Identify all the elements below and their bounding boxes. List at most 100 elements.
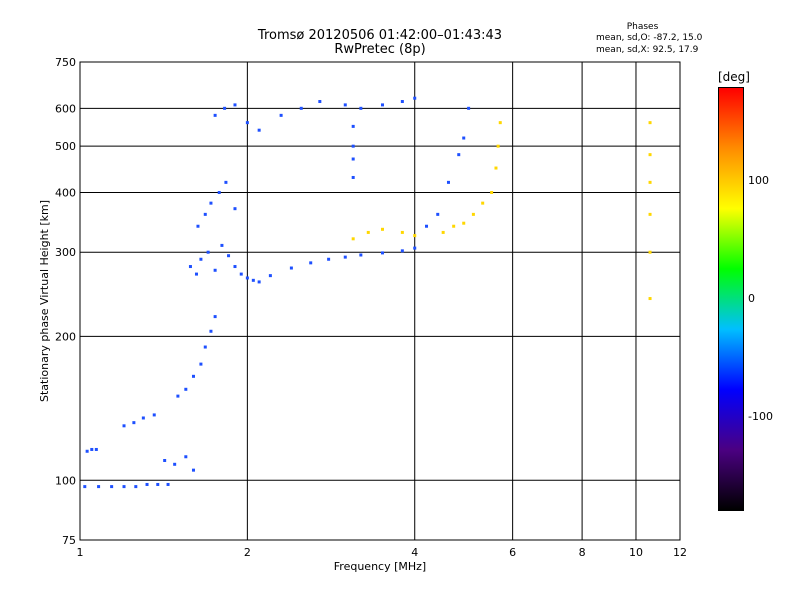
data-point <box>184 455 188 459</box>
data-point <box>97 485 101 489</box>
data-point <box>194 272 198 276</box>
data-point <box>351 157 355 161</box>
data-point <box>224 180 228 184</box>
data-point <box>90 447 94 451</box>
data-point <box>380 227 384 231</box>
data-point <box>191 468 195 472</box>
data-point <box>327 257 331 261</box>
data-point <box>257 128 261 132</box>
y-tick-label: 600 <box>55 102 76 115</box>
data-point <box>199 257 203 261</box>
data-point <box>152 413 156 417</box>
data-point <box>191 374 195 378</box>
data-point <box>648 212 652 216</box>
data-point <box>223 106 227 110</box>
data-point <box>380 251 384 255</box>
colorbar-tick-label: 100 <box>748 174 769 188</box>
x-tick-label: 6 <box>509 546 516 559</box>
data-point <box>94 447 98 451</box>
data-point <box>648 153 652 157</box>
chart-subtitle: RwPretec (8p) <box>334 42 426 57</box>
data-point <box>156 482 160 486</box>
x-tick-label: 4 <box>411 546 418 559</box>
data-point <box>134 485 138 489</box>
data-point <box>359 253 363 257</box>
data-point <box>209 201 213 205</box>
y-tick-label: 100 <box>55 474 76 487</box>
data-point <box>452 224 456 228</box>
x-tick-label: 1 <box>77 546 84 559</box>
data-point <box>203 345 207 349</box>
data-point <box>413 96 417 100</box>
x-axis-label: Frequency [MHz] <box>334 560 426 573</box>
data-point <box>203 212 207 216</box>
data-point <box>213 315 217 319</box>
y-tick-label: 75 <box>62 534 76 547</box>
data-point <box>184 387 188 391</box>
y-tick-label: 500 <box>55 140 76 153</box>
data-point <box>122 485 126 489</box>
data-point <box>166 482 170 486</box>
data-point <box>400 249 404 253</box>
data-point <box>343 255 347 259</box>
data-point <box>233 103 237 107</box>
y-tick-label: 300 <box>55 246 76 259</box>
data-point <box>351 124 355 128</box>
data-point <box>351 237 355 241</box>
data-point <box>648 121 652 125</box>
colorbar-tick-label: -100 <box>748 409 773 423</box>
data-point <box>233 265 237 269</box>
data-point <box>83 485 87 489</box>
data-point <box>110 485 114 489</box>
data-point <box>648 250 652 254</box>
data-point <box>268 274 272 278</box>
data-point <box>648 180 652 184</box>
x-tick-label: 12 <box>673 546 687 559</box>
data-point <box>413 234 417 238</box>
colorbar-unit: [deg] <box>718 70 750 84</box>
data-point <box>220 243 224 247</box>
data-point <box>400 100 404 104</box>
phases-line-o: mean, sd,O: -87.2, 15.0 <box>596 33 703 43</box>
data-point <box>251 278 255 282</box>
data-point <box>233 207 237 211</box>
y-axis-label: Stationary phase Virtual Height [km] <box>38 200 51 402</box>
data-point <box>196 224 200 228</box>
data-point <box>494 166 498 170</box>
data-point <box>462 136 466 140</box>
data-point <box>400 230 404 234</box>
data-point <box>299 106 303 110</box>
x-tick-label: 8 <box>579 546 586 559</box>
data-point <box>279 113 283 117</box>
chart-title: Tromsø 20120506 01:42:00–01:43:43 <box>257 28 503 43</box>
data-point <box>441 230 445 234</box>
x-tick-label: 10 <box>629 546 643 559</box>
data-point <box>132 421 136 425</box>
y-tick-label: 750 <box>55 56 76 69</box>
data-point <box>209 329 213 333</box>
data-point <box>481 201 485 205</box>
y-tick-label: 400 <box>55 186 76 199</box>
data-point <box>176 394 180 398</box>
phases-title: Phases <box>626 22 659 32</box>
data-point <box>122 424 126 428</box>
data-point <box>257 280 261 284</box>
data-point <box>490 190 494 194</box>
data-point <box>351 175 355 179</box>
colorbar-tick-label: 0 <box>748 292 755 305</box>
data-point <box>213 113 217 117</box>
data-point <box>245 276 249 280</box>
data-point <box>446 180 450 184</box>
data-point <box>343 103 347 107</box>
data-point <box>141 416 145 420</box>
data-point <box>145 482 149 486</box>
data-point <box>648 297 652 301</box>
data-point <box>173 462 177 466</box>
data-point <box>467 106 471 110</box>
data-point <box>351 144 355 148</box>
data-point <box>309 261 313 265</box>
data-point <box>462 221 466 225</box>
data-point <box>85 449 89 453</box>
data-point <box>289 266 293 270</box>
